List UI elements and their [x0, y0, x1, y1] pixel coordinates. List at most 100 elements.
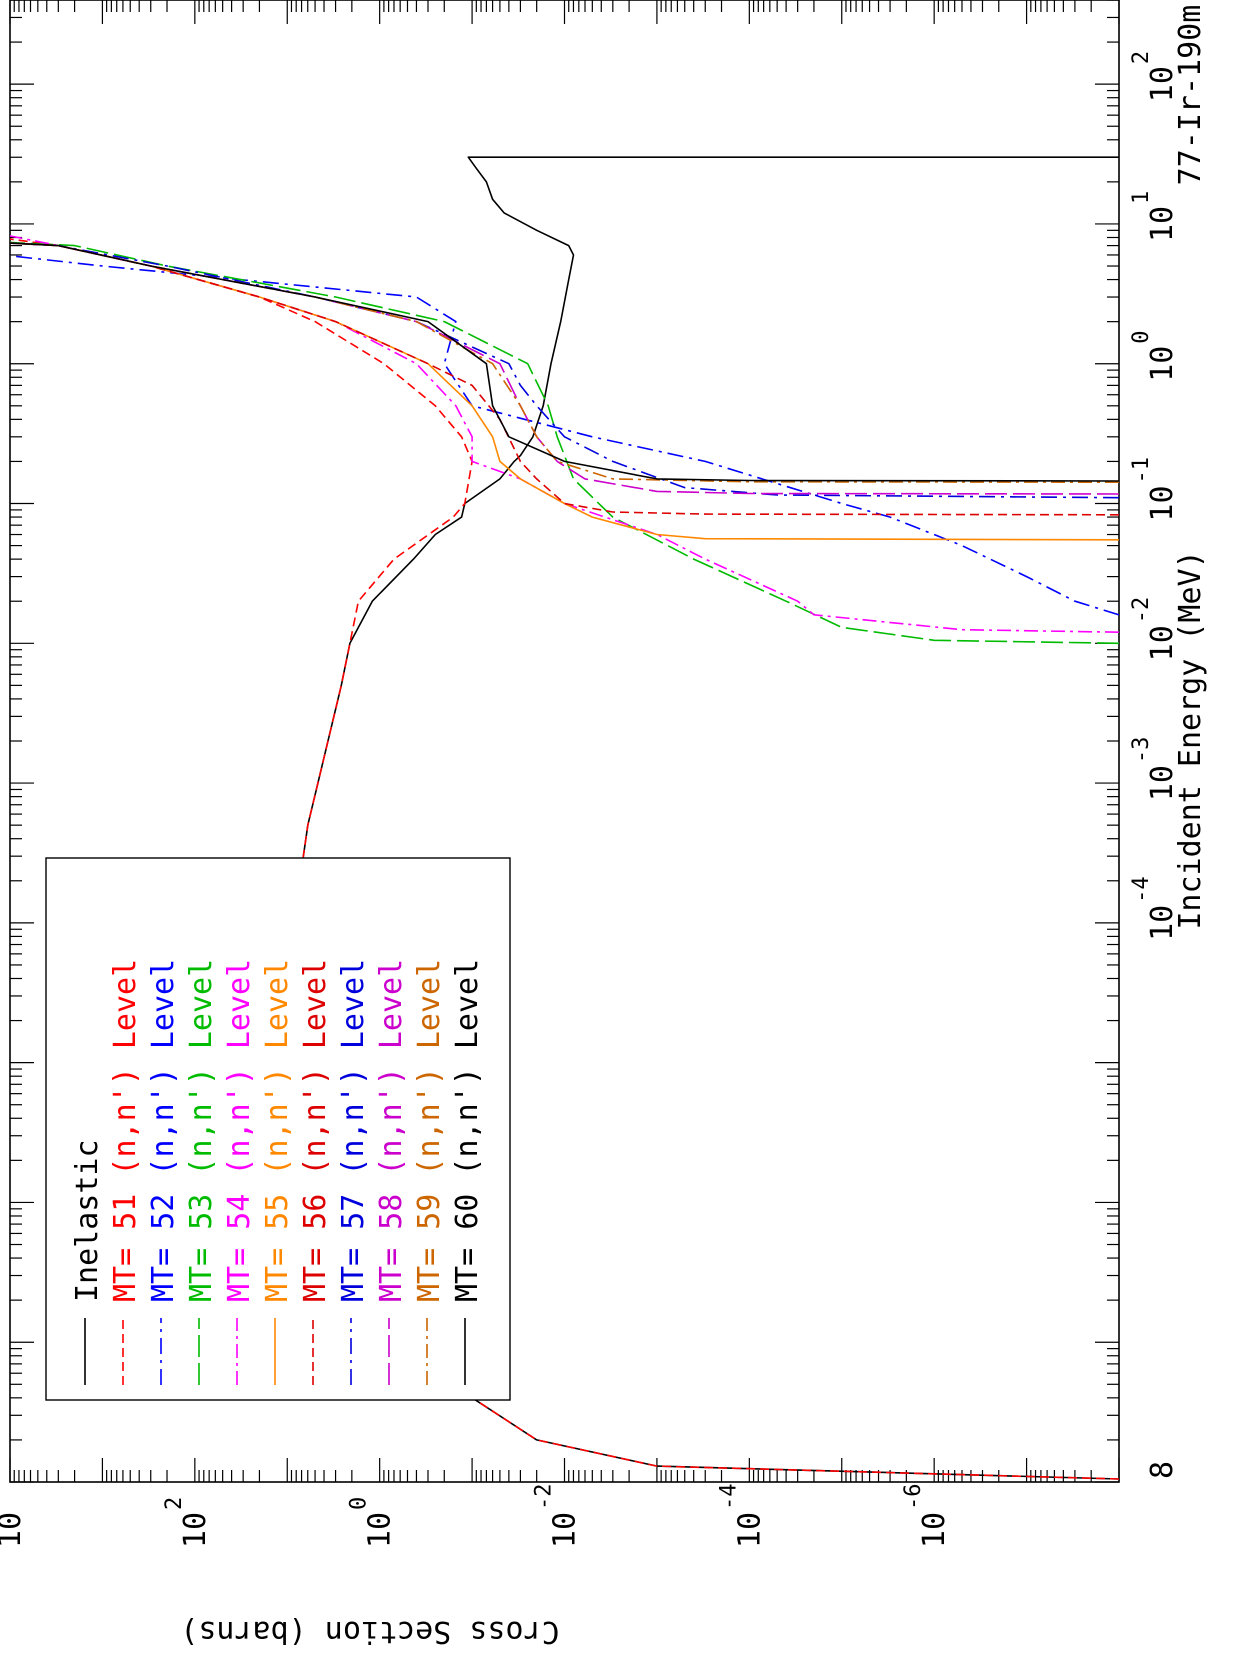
x-tick-label-base: 10	[1145, 66, 1180, 102]
legend-entry: MT= 51 (n,n') Level	[108, 959, 143, 1302]
legend-entry: MT= 52 (n,n') Level	[146, 959, 181, 1302]
legend-entry: MT= 59 (n,n') Level	[412, 959, 447, 1302]
x-tick-label-exp: -4	[1129, 876, 1154, 903]
y-tick-label-base: 10	[0, 1512, 28, 1548]
legend-level: Level	[184, 959, 219, 1049]
x-tick-label: 10-1	[1129, 457, 1180, 522]
legend-mt: MT= 53	[184, 1176, 219, 1302]
legend-label: MT= 58 (n,n') Level	[374, 959, 409, 1302]
y-tick-label-base: 10	[548, 1512, 583, 1548]
x-tick-label: 10-2	[1129, 597, 1180, 662]
y-tick-label-base: 10	[363, 1512, 398, 1548]
legend-mt: MT= 51	[108, 1176, 143, 1302]
legend-mt: MT= 55	[260, 1176, 295, 1302]
legend-label: MT= 54 (n,n') Level	[222, 959, 257, 1302]
legend-entry: MT= 60 (n,n') Level	[450, 959, 485, 1302]
y-axis-label-text: Cross Section (barns)	[180, 1614, 559, 1649]
legend-reaction: (n,n')	[260, 1049, 295, 1175]
legend-level: Level	[260, 959, 295, 1049]
legend-reaction: (n,n')	[184, 1049, 219, 1175]
x-tick-label-exp: 0	[1129, 330, 1154, 343]
legend-mt: MT= 59	[412, 1176, 447, 1302]
series-line-55	[10, 242, 1119, 541]
x-tick-label: 8	[1145, 1461, 1180, 1479]
axis-labels: 810-410-310-210-110010110210-610-410-210…	[0, 5, 1208, 1649]
x-tick-label-base: 10	[1145, 346, 1180, 382]
x-tick-label-exp: -1	[1129, 457, 1154, 484]
legend-mt: MT= 60	[450, 1176, 485, 1302]
legend-label: Inelastic	[70, 1139, 105, 1302]
y-tick-label-exp: 0	[347, 1497, 372, 1510]
x-tick-label-base: 10	[1145, 905, 1180, 941]
legend-entry: MT= 55 (n,n') Level	[260, 959, 295, 1302]
x-tick-label-base: 8	[1145, 1461, 1180, 1479]
series-line-56	[10, 242, 1119, 516]
legend-label: MT= 51 (n,n') Level	[108, 959, 143, 1302]
legend-reaction: (n,n')	[298, 1049, 333, 1175]
legend-label: MT= 55 (n,n') Level	[260, 959, 295, 1302]
legend-label: MT= 53 (n,n') Level	[184, 959, 219, 1302]
legend-entry: MT= 56 (n,n') Level	[298, 959, 333, 1302]
legend-entry: MT= 54 (n,n') Level	[222, 959, 257, 1302]
x-tick-label-base: 10	[1145, 625, 1180, 661]
y-tick-label: 102	[162, 1497, 213, 1548]
legend-reaction: (n,n')	[336, 1049, 371, 1175]
legend-mt: MT= 58	[374, 1176, 409, 1302]
legend-level: Level	[450, 959, 485, 1049]
x-tick-label: 102	[1129, 51, 1180, 102]
y-axis-label: Cross Section (barns)	[180, 1614, 559, 1649]
legend-mt: MT= 57	[336, 1176, 371, 1302]
legend-reaction: (n,n')	[412, 1049, 447, 1175]
chart-title: 77-Ir-190m	[1173, 5, 1208, 186]
legend-label: MT= 56 (n,n') Level	[298, 959, 333, 1302]
legend-reaction: (n,n')	[222, 1049, 257, 1175]
legend-label: MT= 60 (n,n') Level	[450, 959, 485, 1302]
x-tick-label: 10-4	[1129, 876, 1180, 941]
legend-reaction: (n,n')	[374, 1049, 409, 1175]
legend-label: MT= 59 (n,n') Level	[412, 959, 447, 1302]
x-tick-label-base: 10	[1145, 485, 1180, 521]
series-line-57	[10, 242, 1119, 499]
legend-reaction: (n,n')	[146, 1049, 181, 1175]
y-tick-label-exp: 4	[0, 1497, 2, 1510]
y-tick-label-exp: -4	[716, 1484, 741, 1511]
legend-level: Level	[146, 959, 181, 1049]
series-line-52	[10, 254, 1119, 616]
axis-ticks	[9, 0, 1120, 1483]
x-axis-label: Incident Energy (MeV)	[1173, 550, 1208, 929]
y-tick-label: 100	[347, 1497, 398, 1548]
legend-label: MT= 52 (n,n') Level	[146, 959, 181, 1302]
legend-reaction: (n,n')	[450, 1049, 485, 1175]
y-tick-label-base: 10	[178, 1512, 213, 1548]
x-tick-label: 10-3	[1129, 737, 1180, 802]
legend-level: Level	[374, 959, 409, 1049]
legend-level: Level	[222, 959, 257, 1049]
legend-box	[45, 857, 511, 1401]
chart-title-text: 77-Ir-190m	[1173, 5, 1208, 186]
legend-entry: MT= 57 (n,n') Level	[336, 959, 371, 1302]
y-tick-label-exp: -2	[532, 1484, 557, 1511]
y-tick-label: 10-2	[532, 1484, 583, 1549]
x-tick-label: 100	[1129, 330, 1180, 381]
y-tick-label: 104	[0, 1497, 28, 1548]
y-tick-label-exp: 2	[162, 1497, 187, 1510]
x-tick-label-exp: 2	[1129, 51, 1154, 64]
y-tick-label-base: 10	[917, 1512, 952, 1548]
legend-level: Level	[336, 959, 371, 1049]
legend-reaction: (n,n')	[108, 1049, 143, 1175]
y-tick-label: 10-6	[901, 1484, 952, 1549]
x-tick-label-exp: 1	[1129, 191, 1154, 204]
legend-mt: MT= 54	[222, 1176, 257, 1302]
y-tick-label: 10-4	[716, 1484, 767, 1549]
legend-mt: MT= 52	[146, 1176, 181, 1302]
legend-entry: MT= 53 (n,n') Level	[184, 959, 219, 1302]
legend-entry: MT= 58 (n,n') Level	[374, 959, 409, 1302]
x-tick-label-base: 10	[1145, 206, 1180, 242]
y-tick-label-base: 10	[732, 1512, 767, 1548]
x-tick-label: 101	[1129, 191, 1180, 242]
legend-level: Level	[108, 959, 143, 1049]
series-line-53	[10, 241, 1119, 645]
series-line-58	[10, 242, 1119, 495]
